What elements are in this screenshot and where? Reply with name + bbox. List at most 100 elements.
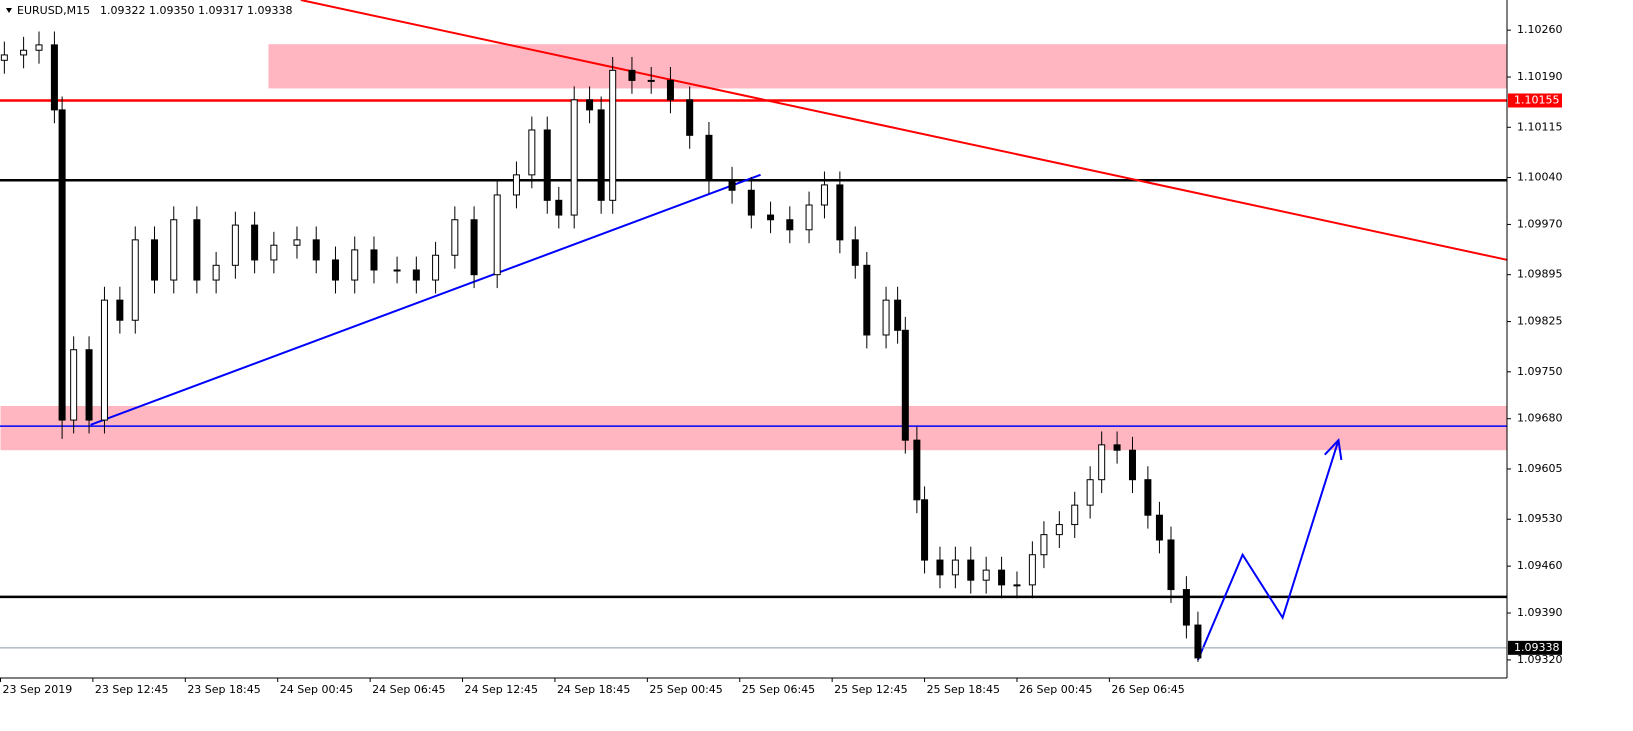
x-tick-label: 24 Sep 12:45 <box>465 683 538 696</box>
level-label: 1.10155 <box>1514 93 1560 106</box>
candle-body <box>20 49 28 56</box>
candle-body <box>512 174 520 196</box>
candle-body <box>251 224 259 261</box>
candle-body <box>1086 479 1094 506</box>
candle-body <box>1071 504 1079 526</box>
candle-body <box>967 559 975 581</box>
candle-body <box>882 299 890 336</box>
candle-body <box>231 224 239 266</box>
y-tick-label: 1.09750 <box>1517 365 1563 378</box>
zone <box>268 44 1508 89</box>
candle-body <box>570 99 578 216</box>
candle-body <box>767 214 775 221</box>
candle-body <box>728 179 736 191</box>
candle-body <box>894 299 902 331</box>
candle-body <box>331 259 339 281</box>
y-tick-label: 1.10260 <box>1517 23 1563 36</box>
candle-body <box>747 189 755 216</box>
candle-body <box>686 99 694 136</box>
candle-body <box>805 204 813 231</box>
plot-area <box>0 0 1508 662</box>
trend-line <box>90 173 761 426</box>
candle-body <box>270 244 278 261</box>
y-tick-label: 1.10115 <box>1517 120 1563 133</box>
level-label: 1.09338 <box>1514 641 1560 654</box>
candle-body <box>1128 449 1136 481</box>
candle-body <box>1194 624 1202 659</box>
candle-body <box>0 54 8 61</box>
candle-body <box>786 219 794 231</box>
candle-body <box>312 239 320 261</box>
candle-body <box>921 499 929 561</box>
candle-body <box>370 249 378 271</box>
candle-body <box>1013 584 1021 587</box>
candle-body <box>1098 444 1106 481</box>
candle-body <box>913 439 921 501</box>
x-tick-label: 25 Sep 12:45 <box>834 683 907 696</box>
candle-body <box>863 264 871 336</box>
candle-body <box>1040 534 1048 556</box>
candle-body <box>1155 514 1163 541</box>
candle-body <box>1167 539 1175 591</box>
y-tick-label: 1.09970 <box>1517 217 1563 230</box>
candle-body <box>528 129 536 176</box>
candle-body <box>982 569 990 581</box>
candle-body <box>212 264 220 281</box>
symbol-title: EURUSD,M15 <box>17 4 90 17</box>
candle-body <box>836 184 844 241</box>
candle-body <box>998 569 1006 586</box>
candle-body <box>820 184 828 206</box>
candle-body <box>628 69 636 81</box>
candle-body <box>131 239 139 321</box>
candle-body <box>85 349 93 421</box>
candle-body <box>543 129 551 201</box>
candle-body <box>116 299 124 321</box>
x-tick-label: 26 Sep 00:45 <box>1019 683 1092 696</box>
candle-body <box>1182 589 1190 626</box>
candle-body <box>193 219 201 281</box>
arrow-head <box>1324 437 1343 461</box>
ohlc-text: 1.09322 1.09350 1.09317 1.09338 <box>100 4 292 17</box>
y-tick-label: 1.09530 <box>1517 512 1563 525</box>
x-tick-label: 24 Sep 06:45 <box>372 683 445 696</box>
x-tick-label: 23 Sep 2019 <box>3 683 73 696</box>
y-tick-label: 1.09825 <box>1517 315 1563 328</box>
candle-body <box>586 99 594 111</box>
y-tick-label: 1.10040 <box>1517 171 1563 184</box>
x-tick-label: 25 Sep 06:45 <box>742 683 815 696</box>
candle-body <box>936 559 944 576</box>
y-tick-label: 1.09680 <box>1517 412 1563 425</box>
zone <box>0 405 1508 451</box>
candle-body <box>493 194 501 276</box>
candle-body <box>70 349 78 421</box>
trend-line <box>1197 439 1340 661</box>
candle-body <box>951 559 959 576</box>
candle-body <box>555 199 563 216</box>
y-tick-label: 1.09320 <box>1517 653 1563 666</box>
candle-body <box>1028 554 1036 586</box>
candle-body <box>851 239 859 266</box>
candle-body <box>1113 444 1121 451</box>
y-tick-label: 1.09895 <box>1517 268 1563 281</box>
candle-body <box>432 254 440 281</box>
candle-body <box>351 249 359 281</box>
y-tick-label: 1.09460 <box>1517 559 1563 572</box>
candle-body <box>1055 524 1063 536</box>
candle-body <box>1144 479 1152 516</box>
candle-body <box>170 219 178 281</box>
x-tick-label: 23 Sep 12:45 <box>95 683 168 696</box>
y-tick-label: 1.09605 <box>1517 462 1563 475</box>
level-label-box <box>1508 640 1562 655</box>
candle-body <box>451 219 459 256</box>
candle-body <box>609 69 617 201</box>
candle-body <box>58 109 66 421</box>
candle-body <box>412 269 420 281</box>
x-tick-label: 24 Sep 18:45 <box>557 683 630 696</box>
candle-body <box>901 329 909 441</box>
candle-body <box>293 239 301 246</box>
x-tick-label: 24 Sep 00:45 <box>280 683 353 696</box>
menu-arrow[interactable] <box>6 8 12 13</box>
y-tick-label: 1.09390 <box>1517 606 1563 619</box>
y-tick-label: 1.10190 <box>1517 70 1563 83</box>
